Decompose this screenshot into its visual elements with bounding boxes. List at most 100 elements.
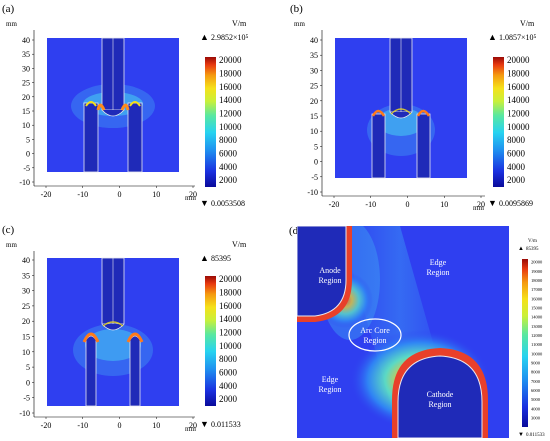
colorbar-tick-label: 16000	[219, 301, 242, 311]
panel-d-cathode-label-2: Region	[428, 400, 451, 409]
colorbar-tick-label: 6000	[219, 148, 238, 158]
svg-text:▲: ▲	[488, 32, 497, 42]
colorbar-tick-label: 10000	[507, 122, 530, 132]
y-tick-label: 15	[22, 333, 30, 342]
colorbar-tick-label: 14000	[219, 95, 242, 105]
colorbar-tick-label: 4000	[219, 381, 238, 391]
y-tick-label: 0	[314, 158, 318, 167]
x-tick-label: -10	[365, 200, 376, 209]
panel-a-min: 0.0053508	[211, 199, 245, 208]
x-tick-label: 20	[189, 190, 197, 199]
panel-a-label: (a)	[2, 3, 15, 15]
colorbar-tick-label: 20000	[531, 260, 543, 265]
panel-b-min: 0.0095869	[499, 199, 533, 208]
y-tick-label: 10	[22, 121, 30, 130]
panel-c-x-unit: mm	[185, 425, 196, 433]
y-tick-label: 25	[22, 79, 30, 88]
panel-d-cathode	[397, 355, 483, 438]
colorbar-tick-label: 3000	[531, 416, 541, 421]
x-tick-label: 0	[118, 421, 122, 430]
y-tick-label: 20	[22, 93, 30, 102]
y-tick-label: -10	[19, 409, 30, 418]
x-tick-label: -10	[77, 190, 88, 199]
colorbar-tick-label: 10000	[531, 351, 543, 356]
panel-d-anode-label-1: Anode	[319, 266, 341, 275]
panel-d-edge-left-label-1: Edge	[322, 375, 339, 384]
y-tick-label: -5	[23, 164, 30, 173]
y-tick-label: 5	[26, 135, 30, 144]
y-tick-label: -10	[19, 178, 30, 187]
svg-text:▼: ▼	[200, 419, 209, 429]
x-tick-label: -20	[41, 421, 52, 430]
panel-c-x-ticks: -20 -10 0 10 20	[41, 417, 197, 430]
panel-a-colorbar	[205, 57, 216, 187]
x-tick-label: 10	[152, 190, 160, 199]
panel-c-colorbar	[205, 276, 216, 406]
svg-text:▲: ▲	[200, 253, 209, 263]
panel-d-max: 85395	[526, 247, 539, 252]
colorbar-tick-label: 15000	[531, 305, 543, 310]
y-tick-label: 20	[310, 97, 318, 106]
svg-text:▼: ▼	[200, 198, 209, 208]
svg-text:▼: ▼	[488, 198, 497, 208]
y-tick-label: 10	[310, 127, 318, 136]
panel-d-unit: V/m	[528, 239, 537, 244]
y-tick-label: 25	[310, 82, 318, 91]
panel-b-unit: V/m	[520, 19, 535, 28]
y-tick-label: 30	[22, 287, 30, 296]
y-tick-label: 0	[26, 150, 30, 159]
y-tick-label: 5	[26, 363, 30, 372]
colorbar-tick-label: 14000	[531, 315, 543, 320]
panel-c-cathode-right	[129, 335, 141, 407]
colorbar-tick-label: 16000	[507, 82, 530, 92]
colorbar-tick-label: 9000	[531, 361, 541, 366]
panel-c-min: 0.011533	[211, 420, 241, 429]
colorbar-tick-label: 5000	[531, 397, 541, 402]
colorbar-tick-label: 6000	[507, 148, 526, 158]
panel-d-anode	[297, 226, 347, 317]
colorbar-tick-label: 6000	[219, 367, 238, 377]
colorbar-tick-label: 18000	[531, 278, 543, 283]
y-tick-label: 30	[310, 66, 318, 75]
colorbar-tick-label: 16000	[219, 82, 242, 92]
colorbar-tick-label: 20000	[219, 55, 242, 65]
svg-text:▼: ▼	[518, 432, 524, 438]
y-tick-label: 35	[310, 51, 318, 60]
panel-c: (c) mm 40 35 30 25 20 15 10 5 0 -5 -10 -20 -10 0 10 20…	[2, 224, 247, 433]
svg-text:▲: ▲	[200, 32, 209, 42]
panel-d-anode-label-2: Region	[318, 276, 341, 285]
panel-b-x-ticks: -20 -10 0 10 20	[329, 196, 485, 209]
panel-b-y-unit: mm	[294, 20, 305, 28]
panel-d-min: 0.011533	[526, 433, 545, 438]
y-tick-label: 15	[22, 107, 30, 116]
panel-d-arc-core-label-1: Arc Core	[360, 326, 390, 335]
colorbar-tick-label: 13000	[531, 324, 543, 329]
panel-c-cathode-left	[85, 335, 97, 407]
colorbar-tick-label: 14000	[507, 95, 530, 105]
colorbar-tick-label: 4000	[507, 162, 526, 172]
x-tick-label: 0	[118, 190, 122, 199]
y-tick-label: 15	[310, 112, 318, 121]
colorbar-tick-label: 8000	[507, 135, 526, 145]
colorbar-tick-label: 12000	[219, 108, 242, 118]
y-tick-label: -10	[307, 188, 318, 197]
panel-a-x-unit: mm	[185, 194, 196, 202]
panel-c-max: 85395	[211, 254, 231, 263]
panel-b-cathode-left	[371, 113, 386, 179]
panel-c-y-ticks: 40 35 30 25 20 15 10 5 0 -5 -10	[19, 256, 34, 418]
colorbar-tick-label: 2000	[219, 394, 238, 404]
colorbar-tick-label: 7000	[531, 379, 541, 384]
y-tick-label: 25	[22, 302, 30, 311]
colorbar-tick-label: 2000	[219, 175, 238, 185]
panel-d-edge-left-label-2: Region	[318, 385, 341, 394]
panel-b-x-unit: mm	[473, 204, 484, 212]
panel-a-unit: V/m	[232, 19, 247, 28]
colorbar-tick-label: 12000	[219, 327, 242, 337]
panel-c-label: (c)	[2, 224, 15, 236]
x-tick-label: -20	[41, 190, 52, 199]
x-tick-label: 20	[477, 200, 485, 209]
colorbar-tick-label: 8000	[531, 370, 541, 375]
x-tick-label: 10	[152, 421, 160, 430]
svg-text:▲: ▲	[518, 246, 524, 252]
